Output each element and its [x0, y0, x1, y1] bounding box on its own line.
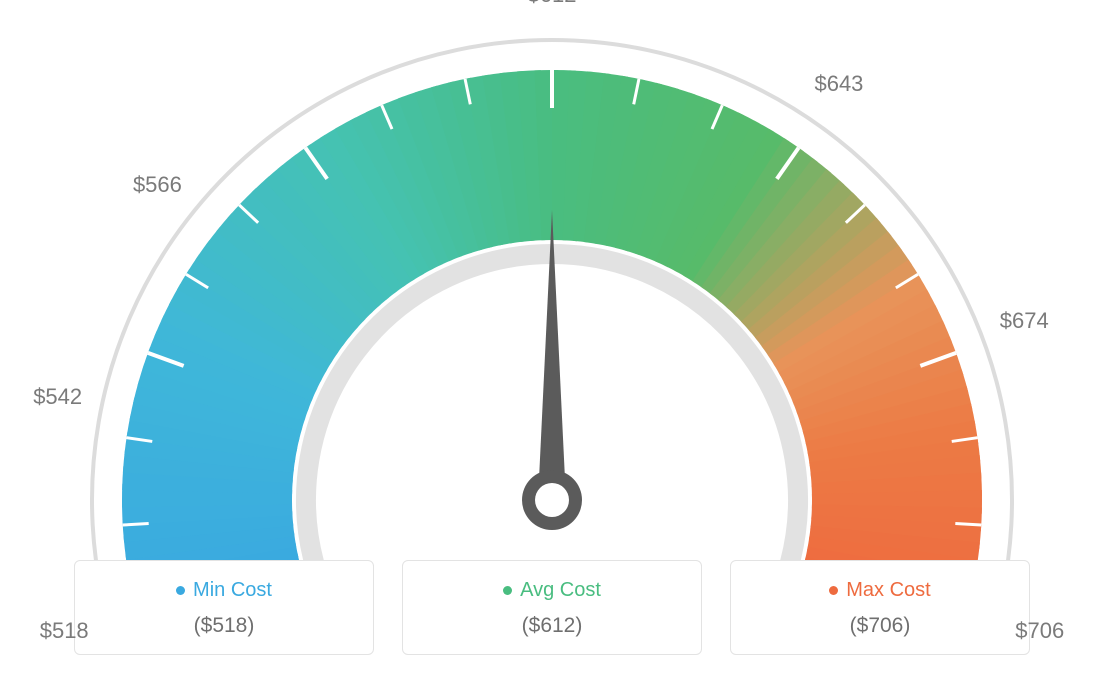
- legend-card-max: Max Cost ($706): [730, 560, 1030, 655]
- legend-title-text: Max Cost: [846, 579, 930, 601]
- legend-title-min: Min Cost: [85, 579, 363, 602]
- legend-value-avg: ($612): [413, 614, 691, 638]
- legend-row: Min Cost ($518) Avg Cost ($612) Max Cost…: [0, 560, 1104, 655]
- legend-title-text: Min Cost: [193, 579, 272, 601]
- gauge-tick-label: $542: [33, 384, 82, 410]
- gauge-tick-label: $706: [1015, 618, 1064, 644]
- legend-card-avg: Avg Cost ($612): [402, 560, 702, 655]
- legend-title-avg: Avg Cost: [413, 579, 691, 602]
- dot-icon: [503, 586, 512, 595]
- gauge-svg: [0, 0, 1104, 560]
- legend-value-max: ($706): [741, 614, 1019, 638]
- legend-value-min: ($518): [85, 614, 363, 638]
- legend-title-max: Max Cost: [741, 579, 1019, 602]
- dot-icon: [176, 586, 185, 595]
- gauge-tick-label: $566: [133, 172, 182, 198]
- dot-icon: [829, 586, 838, 595]
- gauge-tick-label: $643: [814, 71, 863, 97]
- gauge-tick-label: $518: [40, 618, 89, 644]
- legend-card-min: Min Cost ($518): [74, 560, 374, 655]
- legend-title-text: Avg Cost: [520, 579, 601, 601]
- gauge-tick-label: $674: [1000, 308, 1049, 334]
- gauge-tick-label: $612: [528, 0, 577, 8]
- gauge-chart: $518$542$566$612$643$674$706: [0, 0, 1104, 560]
